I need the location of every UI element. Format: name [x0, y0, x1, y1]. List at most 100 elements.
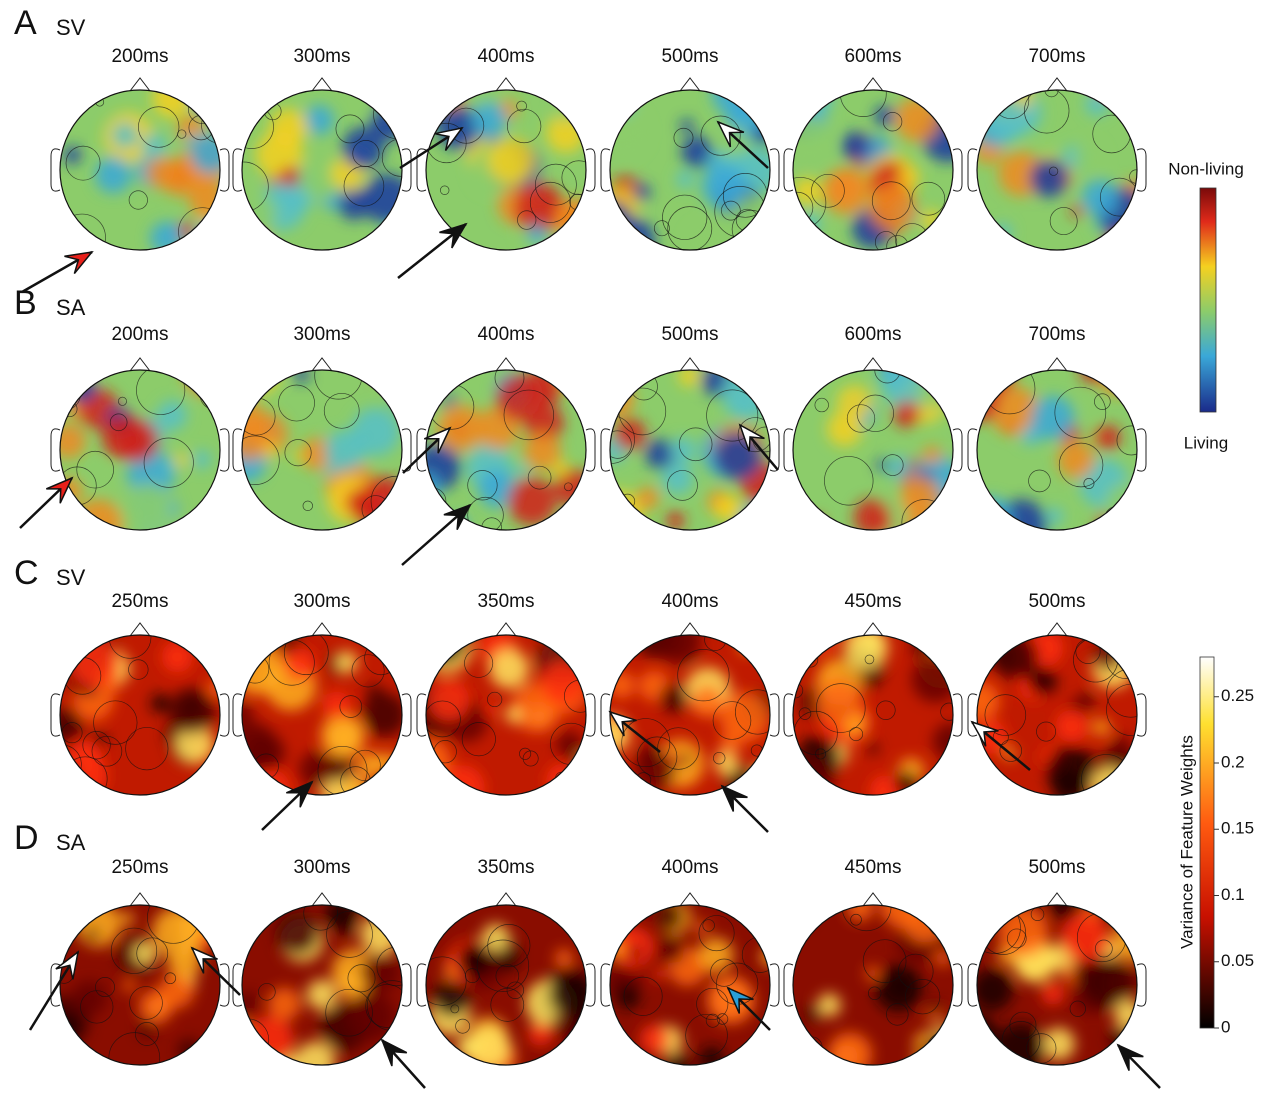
blob	[655, 905, 684, 931]
head-outline	[59, 634, 221, 796]
contour	[283, 635, 329, 676]
arrow-head	[55, 950, 80, 980]
blob	[686, 223, 730, 250]
tick-label: 0.1	[1221, 885, 1245, 904]
blob	[295, 1041, 336, 1065]
blob	[1029, 159, 1068, 198]
blob	[1107, 635, 1137, 665]
blob	[911, 655, 953, 703]
blob	[60, 225, 72, 250]
blob	[242, 991, 259, 1014]
topomap	[232, 622, 412, 796]
blob	[714, 751, 739, 775]
blob	[63, 146, 82, 165]
contour	[716, 1013, 729, 1025]
topomap	[600, 622, 780, 796]
arrow-head	[439, 222, 468, 249]
blob	[837, 385, 873, 421]
blob	[525, 370, 564, 406]
map-fill	[610, 370, 770, 530]
contour	[339, 695, 363, 718]
ear	[50, 693, 61, 737]
contour	[653, 220, 670, 237]
contour	[685, 1013, 728, 1057]
colorbar-bottom-label: Living	[1184, 433, 1228, 452]
topomap	[600, 357, 780, 531]
blob	[426, 97, 441, 126]
blob	[998, 905, 1049, 957]
head-outline	[241, 904, 403, 1066]
blob	[681, 136, 714, 168]
blob	[60, 423, 86, 459]
contour	[129, 986, 163, 1020]
contour	[1036, 721, 1057, 742]
time-label: 450ms	[844, 857, 901, 878]
blob	[893, 401, 920, 428]
ear	[967, 148, 978, 192]
contour	[143, 437, 194, 488]
blob	[247, 733, 286, 772]
nose	[1046, 77, 1068, 92]
contour	[710, 958, 739, 987]
contour	[1094, 939, 1113, 958]
head-outline	[425, 89, 587, 251]
blob	[666, 511, 685, 530]
time-label: 700ms	[1028, 324, 1085, 345]
blob	[645, 439, 676, 470]
blob	[372, 370, 386, 380]
blob	[550, 1013, 577, 1039]
nose	[311, 357, 333, 372]
topomap	[416, 357, 596, 531]
map-fill	[610, 905, 770, 1065]
blob	[1020, 428, 1038, 445]
ear	[769, 693, 780, 737]
contour	[864, 654, 875, 665]
nose	[311, 892, 333, 907]
head-outline	[59, 369, 221, 531]
blob	[183, 370, 220, 397]
blob	[753, 124, 770, 145]
contour	[1048, 166, 1059, 176]
tick-label: 0.25	[1221, 686, 1254, 705]
contour	[60, 213, 106, 250]
contour	[876, 700, 896, 720]
nose	[1046, 622, 1068, 637]
time-label: 500ms	[661, 324, 718, 345]
head-outline	[425, 904, 587, 1066]
blob	[655, 635, 702, 665]
topomap	[50, 77, 230, 251]
contour	[1104, 506, 1128, 530]
blob	[279, 166, 300, 187]
blob	[568, 905, 582, 913]
blob	[659, 683, 689, 713]
blob	[1093, 718, 1110, 736]
ear	[219, 693, 230, 737]
panel-letter: D	[14, 819, 39, 857]
topomap	[416, 622, 596, 796]
contour	[667, 206, 713, 250]
contour	[886, 1003, 909, 1026]
blob	[807, 635, 835, 654]
blob	[360, 953, 400, 992]
time-label: 300ms	[293, 324, 350, 345]
blob	[250, 768, 291, 795]
head-outline	[609, 634, 771, 796]
time-label: 400ms	[477, 324, 534, 345]
arrow-head	[190, 946, 218, 974]
contour	[1100, 177, 1137, 217]
blob	[471, 102, 507, 138]
topomap	[967, 892, 1147, 1066]
blob	[610, 107, 648, 157]
blob	[661, 462, 694, 495]
blob	[932, 723, 953, 760]
contour	[476, 939, 530, 992]
blob	[1073, 142, 1104, 173]
blob	[527, 224, 547, 244]
blob	[85, 927, 100, 942]
contour	[816, 683, 866, 733]
blob	[67, 374, 96, 403]
contour	[984, 694, 1027, 736]
ear	[585, 428, 596, 472]
blob	[540, 661, 586, 706]
ear	[219, 428, 230, 472]
